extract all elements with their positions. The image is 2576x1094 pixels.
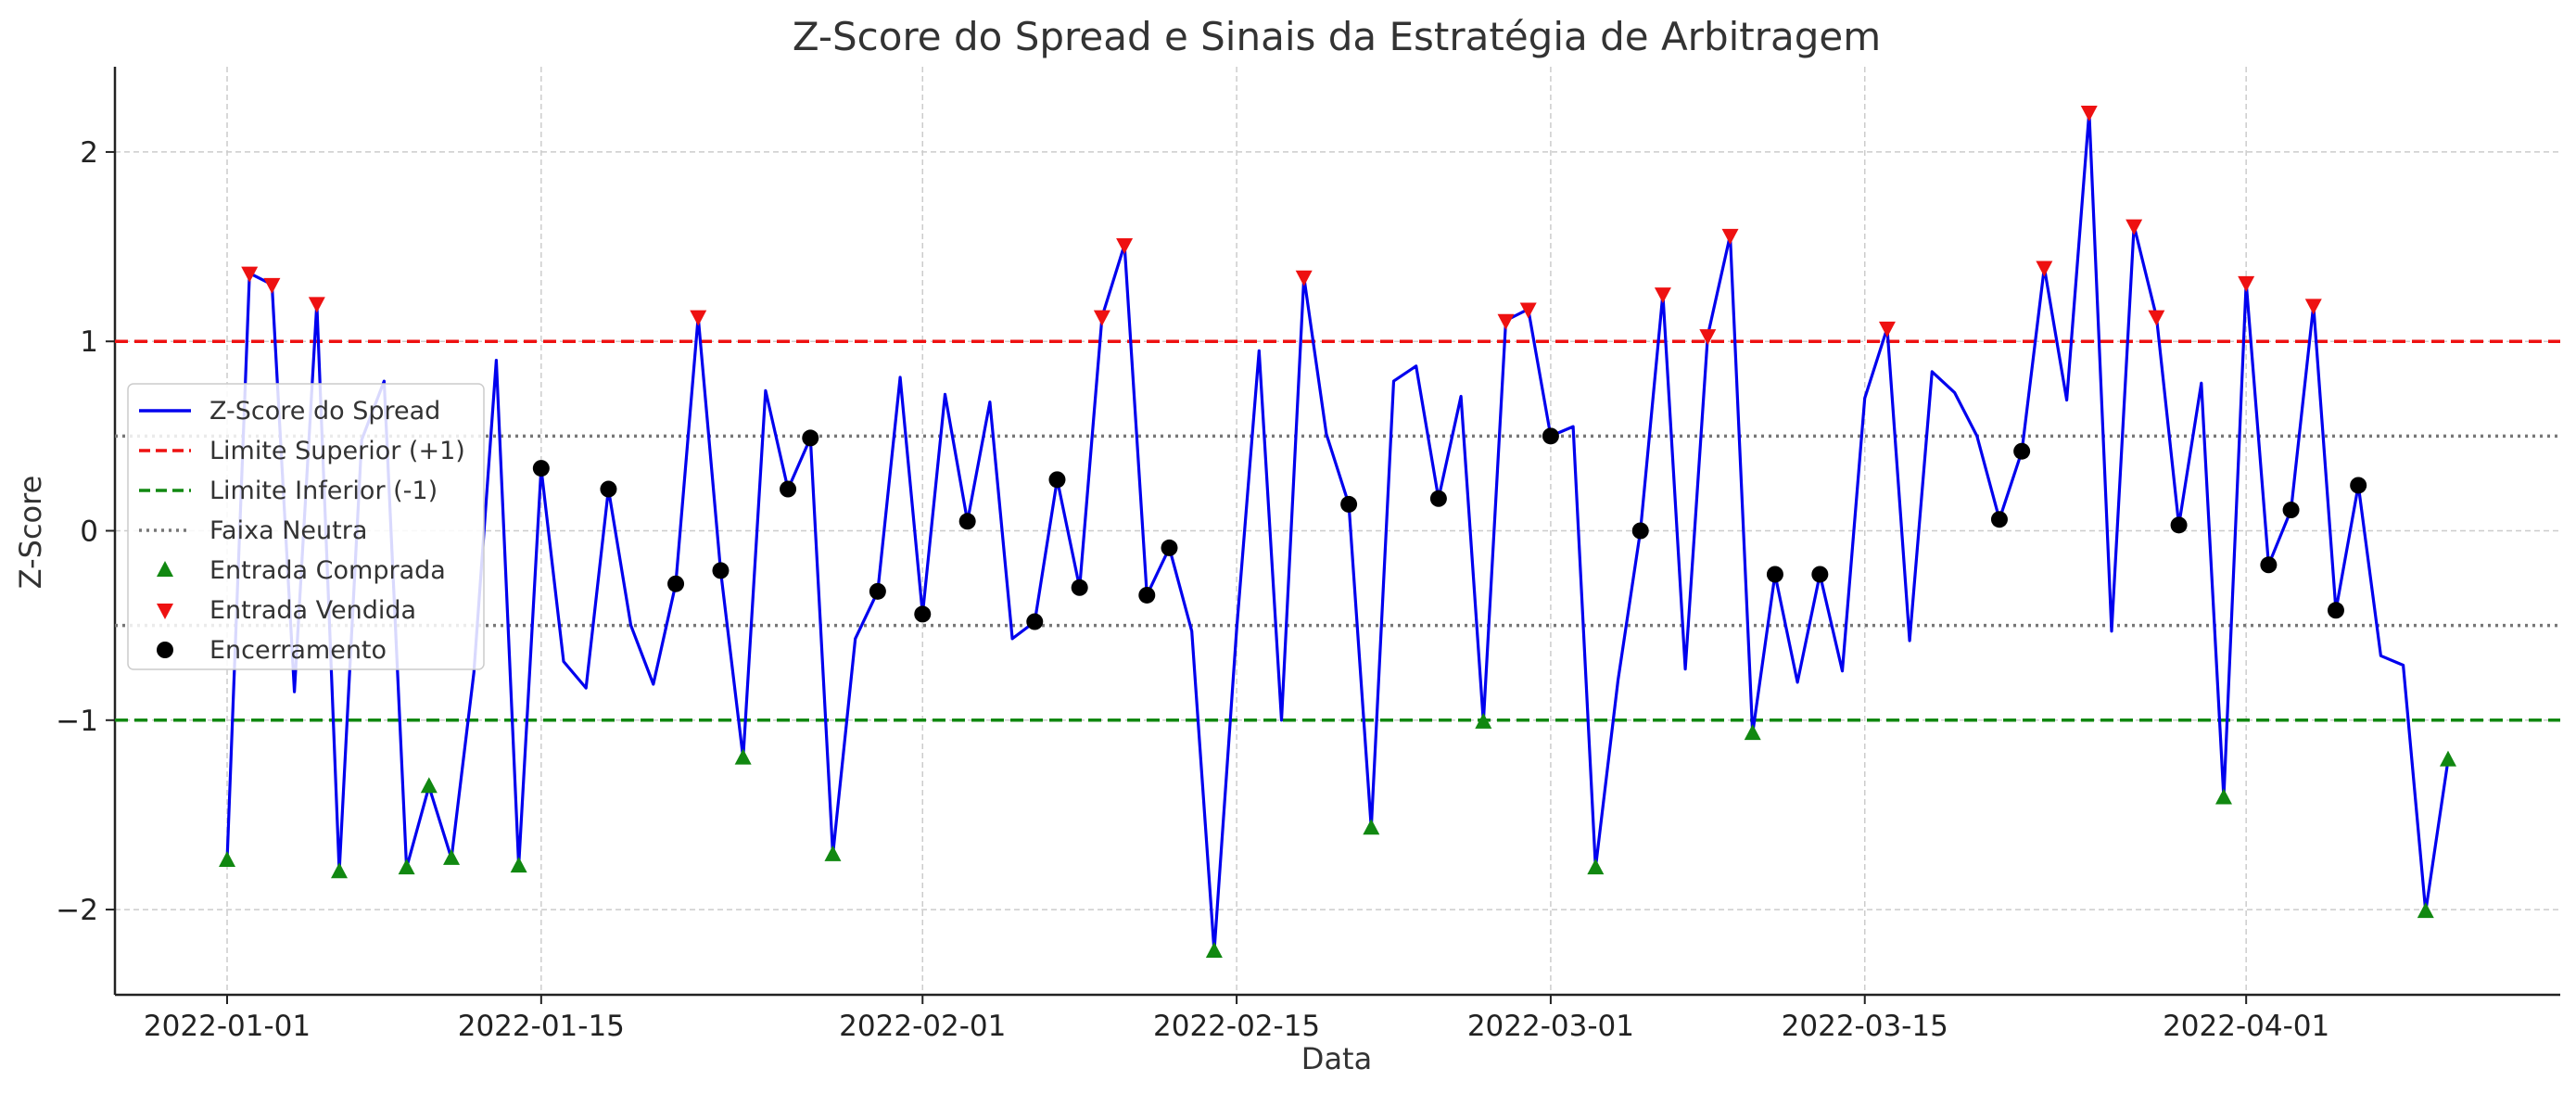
y-tick-label: 1 <box>80 325 98 359</box>
exit-marker <box>2327 602 2344 619</box>
legend-label: Encerramento <box>209 636 387 665</box>
long-entry-marker <box>219 850 236 867</box>
y-axis-label: Z-Score <box>13 476 48 590</box>
zscore-line <box>225 110 2450 953</box>
x-tick-label: 2022-02-01 <box>839 1010 1006 1043</box>
exit-marker <box>1340 495 1358 513</box>
short-entry-marker <box>2036 261 2053 277</box>
short-entry-marker <box>1721 228 1739 245</box>
legend-label: Faixa Neutra <box>209 516 367 545</box>
long-entry-marker <box>2417 902 2434 919</box>
short-entry-marker <box>1295 270 1313 286</box>
x-tick-label: 2022-04-01 <box>2163 1010 2329 1043</box>
exit-marker <box>667 575 685 592</box>
long-entry-marker <box>1363 819 1380 835</box>
legend: Z-Score do Spread Limite Superior (+1) Lim… <box>127 383 485 670</box>
legend-label: Entrada Comprada <box>209 556 446 585</box>
short-entry-marker <box>2126 219 2143 235</box>
exit-marker <box>780 480 797 498</box>
y-tick-label: −1 <box>56 705 98 738</box>
long-entry-marker <box>420 777 438 794</box>
long-entry-marker <box>510 857 527 873</box>
short-entry-marker <box>241 266 259 283</box>
short-entry-marker <box>1497 313 1515 330</box>
legend-label: Entrada Vendida <box>209 596 416 625</box>
short-entry-marker <box>1093 310 1110 326</box>
long-entry-marker <box>1475 712 1492 729</box>
x-tick-label: 2022-02-15 <box>1153 1010 1320 1043</box>
long-entry-marker <box>824 845 842 861</box>
exit-marker <box>914 605 932 623</box>
exit-marker <box>2170 516 2188 534</box>
exit-marker <box>1138 586 1156 604</box>
x-tick-label: 2022-01-15 <box>458 1010 625 1043</box>
short-entry-marker <box>690 310 707 326</box>
exit-marker <box>1071 579 1088 596</box>
x-tick-label: 2022-01-01 <box>144 1010 311 1043</box>
exit-marker <box>802 429 819 447</box>
short-entry-marker <box>1519 302 1537 319</box>
long-entry-marker <box>1587 859 1605 875</box>
chart-title: Z-Score do Spread e Sinais da Estratégia… <box>793 14 1881 59</box>
exit-marker <box>1811 566 1829 583</box>
exit-marker <box>2350 477 2367 494</box>
exit-marker <box>1542 427 1559 445</box>
exit-marker <box>1631 522 1649 540</box>
grid-lines <box>115 67 2560 995</box>
short-entry-marker <box>308 297 325 313</box>
short-entry-marker <box>263 277 281 294</box>
legend-label: Z-Score do Spread <box>209 397 440 426</box>
exit-marker <box>1048 471 1066 489</box>
short-entry-marker <box>2238 275 2255 292</box>
short-entry-marker <box>1116 238 1134 255</box>
exit-marker <box>532 460 550 477</box>
legend-swatch <box>157 604 173 619</box>
legend-label: Limite Inferior (-1) <box>209 477 438 505</box>
long-entry-marker <box>1205 942 1223 959</box>
x-tick-label: 2022-03-01 <box>1467 1010 1634 1043</box>
exit-marker <box>869 582 886 600</box>
long-entry-marker <box>734 748 752 765</box>
short-entry-marker <box>1654 287 1671 304</box>
short-entry-marker <box>2304 299 2322 315</box>
exit-marker <box>2013 442 2031 460</box>
exit-marker <box>712 562 730 579</box>
legend-swatch <box>157 642 173 658</box>
long-entry-marker <box>398 859 415 875</box>
exit-marker <box>600 480 617 498</box>
short-entry-marker <box>1699 329 1717 346</box>
long-entry-marker <box>443 848 461 865</box>
x-axis-label: Data <box>1301 1041 1372 1076</box>
y-tick-label: 2 <box>80 136 98 170</box>
long-entry-marker <box>2214 788 2232 805</box>
exit-marker <box>2260 556 2278 574</box>
exit-marker <box>1026 613 1044 630</box>
long-entry-marker <box>1744 724 1761 741</box>
x-tick-label: 2022-03-15 <box>1782 1010 1948 1043</box>
legend-label: Limite Superior (+1) <box>209 437 465 465</box>
legend-swatch <box>157 561 173 577</box>
long-entry-marker <box>2439 750 2456 767</box>
short-entry-marker <box>1878 321 1896 337</box>
exit-marker <box>1161 539 1178 556</box>
exit-marker <box>958 513 976 530</box>
short-entry-marker <box>2080 106 2098 122</box>
exit-marker <box>1766 566 1783 583</box>
exit-marker <box>1429 490 1447 507</box>
long-entry-marker <box>331 862 349 879</box>
short-entry-marker <box>2148 310 2165 326</box>
y-tick-label: 0 <box>80 515 98 549</box>
legend-box <box>127 383 485 670</box>
y-tick-label: −2 <box>56 894 98 927</box>
exit-marker <box>2282 502 2300 519</box>
exit-marker <box>1990 511 2008 528</box>
